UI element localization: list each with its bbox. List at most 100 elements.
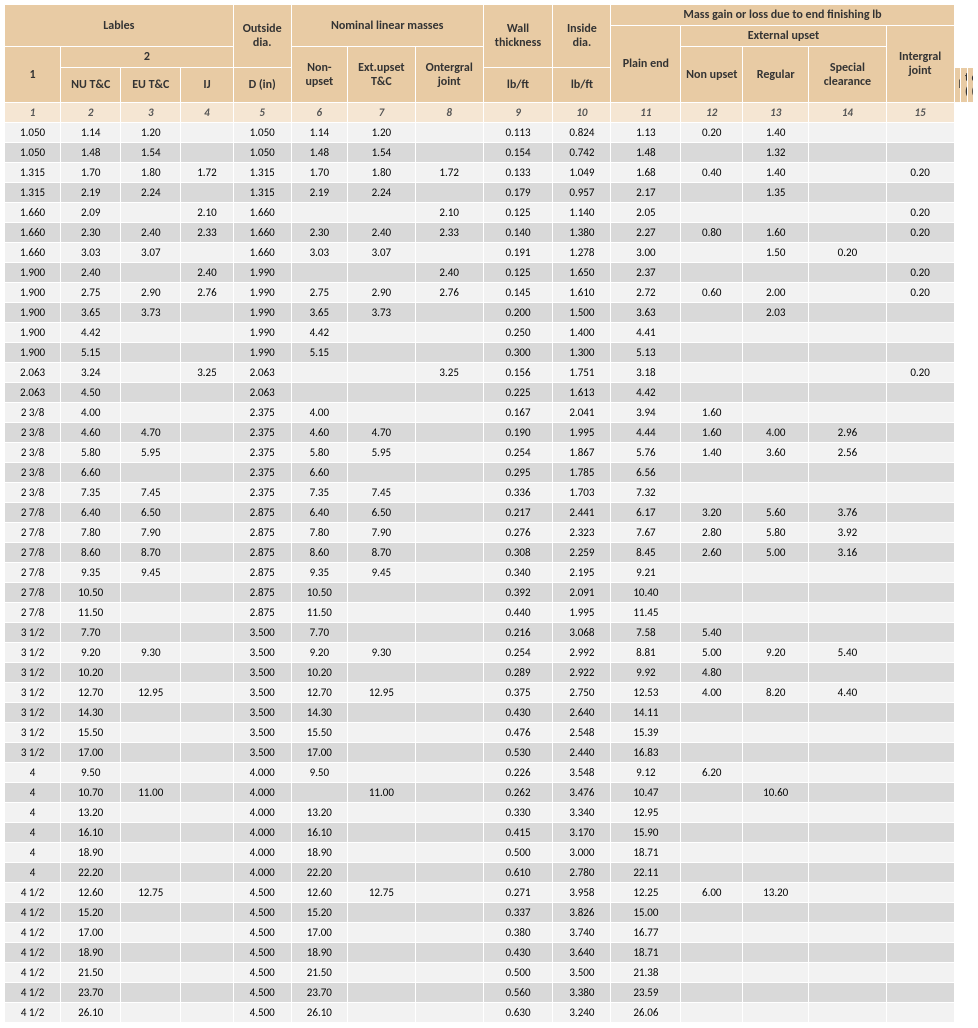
- cell: 1.72: [415, 163, 483, 183]
- cell: [415, 503, 483, 523]
- cell: 0.20: [809, 243, 887, 263]
- cell: [121, 823, 181, 843]
- table-row: 2 7/89.359.452.8759.359.450.3402.1959.21: [5, 563, 974, 583]
- cell: 1.20: [347, 123, 415, 143]
- cell: [347, 863, 415, 883]
- cell: 18.90: [291, 943, 347, 963]
- cell: [415, 903, 483, 923]
- table-row: 2 3/85.805.952.3755.805.950.2541.8675.76…: [5, 443, 974, 463]
- cell: 4.41: [611, 323, 681, 343]
- cell: 2 3/8: [5, 403, 61, 423]
- cell: [415, 963, 483, 983]
- cell: 4: [5, 823, 61, 843]
- cell: [415, 1003, 483, 1023]
- cell: 2.03: [743, 303, 809, 323]
- table-row: 4 1/223.704.50023.700.5603.38023.59: [5, 983, 974, 1003]
- cell: 16.83: [611, 743, 681, 763]
- cell: 1.703: [553, 483, 611, 503]
- cell: 1.990: [233, 303, 291, 323]
- cell: 2.375: [233, 483, 291, 503]
- cell: 4: [5, 763, 61, 783]
- cell: 1.995: [553, 603, 611, 623]
- cell: 5.00: [743, 543, 809, 563]
- cell: 16.10: [61, 823, 121, 843]
- cell: 11.50: [291, 603, 347, 623]
- cell: [347, 383, 415, 403]
- cell: [415, 863, 483, 883]
- cell: 0.308: [483, 543, 553, 563]
- cell: 7.45: [347, 483, 415, 503]
- cell: [886, 903, 954, 923]
- colnum-12: 12: [681, 103, 743, 123]
- cell: [886, 403, 954, 423]
- cell: 1.35: [743, 183, 809, 203]
- table-row: 4 1/221.504.50021.500.5003.50021.38: [5, 963, 974, 983]
- cell: 9.35: [61, 563, 121, 583]
- cell: [809, 923, 887, 943]
- cell: [886, 123, 954, 143]
- cell: 2.37: [611, 263, 681, 283]
- cell: 2.875: [233, 543, 291, 563]
- cell: 1.300: [553, 343, 611, 363]
- cell: 7.67: [611, 523, 681, 543]
- cell: 1.315: [5, 163, 61, 183]
- cell: 4.60: [61, 423, 121, 443]
- cell: [743, 463, 809, 483]
- cell: 26.10: [61, 1003, 121, 1023]
- cell: 10.47: [611, 783, 681, 803]
- cell: [809, 203, 887, 223]
- cell: [181, 723, 233, 743]
- cell: [415, 123, 483, 143]
- cell: [681, 183, 743, 203]
- colnum-15: 15: [886, 103, 954, 123]
- cell: [743, 343, 809, 363]
- cell: [415, 423, 483, 443]
- cell: [121, 623, 181, 643]
- table-row: 2 3/86.602.3756.600.2951.7856.56: [5, 463, 974, 483]
- cell: [181, 183, 233, 203]
- cell: 2.60: [681, 543, 743, 563]
- cell: [347, 803, 415, 823]
- cell: 3.476: [553, 783, 611, 803]
- cell: 1.660: [5, 203, 61, 223]
- cell: [809, 363, 887, 383]
- cell: [681, 983, 743, 1003]
- cell: 3.07: [347, 243, 415, 263]
- cell: 3.500: [233, 683, 291, 703]
- hdr-ext-tc: Ext.upset T&C: [347, 47, 415, 103]
- cell: 10.20: [61, 663, 121, 683]
- cell: 0.289: [483, 663, 553, 683]
- cell: [886, 623, 954, 643]
- cell: 1.660: [5, 243, 61, 263]
- hdr-inside: Inside dia.: [553, 5, 611, 68]
- cell: 2.875: [233, 503, 291, 523]
- cell: 4 1/2: [5, 963, 61, 983]
- cell: [886, 883, 954, 903]
- cell: [743, 703, 809, 723]
- cell: 0.300: [483, 343, 553, 363]
- cell: 0.375: [483, 683, 553, 703]
- cell: [743, 623, 809, 643]
- cell: 0.254: [483, 443, 553, 463]
- cell: [121, 203, 181, 223]
- cell: 5.15: [61, 343, 121, 363]
- cell: [809, 843, 887, 863]
- cell: 0.20: [886, 283, 954, 303]
- cell: 3.60: [743, 443, 809, 463]
- cell: 5.40: [809, 643, 887, 663]
- column-number-row: 123456789101112131415: [5, 103, 974, 123]
- cell: 3.63: [611, 303, 681, 323]
- cell: [886, 383, 954, 403]
- cell: 3.340: [553, 803, 611, 823]
- table-row: 2 7/88.608.702.8758.608.700.3082.2598.45…: [5, 543, 974, 563]
- cell: [415, 463, 483, 483]
- cell: 0.337: [483, 903, 553, 923]
- cell: 12.53: [611, 683, 681, 703]
- cell: 1.40: [681, 443, 743, 463]
- cell: 2.063: [5, 363, 61, 383]
- hdr-plain-end: Plain end: [611, 26, 681, 103]
- cell: 2.33: [181, 223, 233, 243]
- cell: 7.35: [61, 483, 121, 503]
- cell: 9.50: [61, 763, 121, 783]
- cell: [181, 943, 233, 963]
